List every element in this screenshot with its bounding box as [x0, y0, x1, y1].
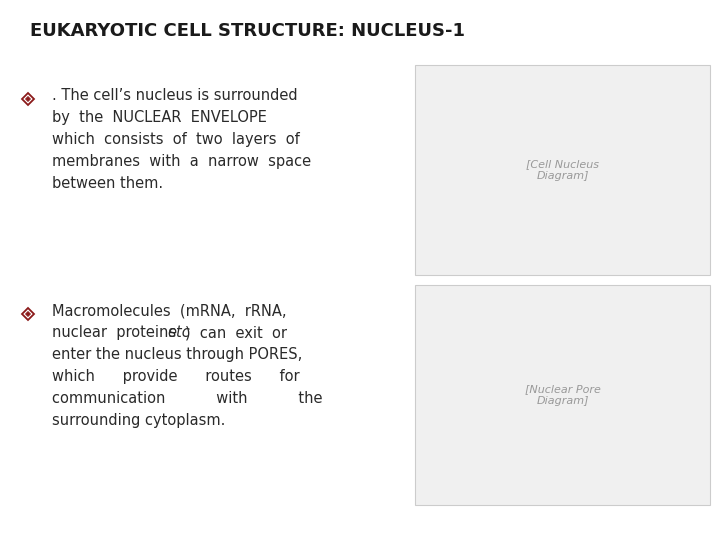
Text: between them.: between them.	[52, 176, 163, 191]
Text: EUKARYOTIC CELL STRUCTURE: NUCLEUS-1: EUKARYOTIC CELL STRUCTURE: NUCLEUS-1	[30, 22, 465, 40]
Text: )  can  exit  or: ) can exit or	[185, 325, 287, 340]
Text: by  the  NUCLEAR  ENVELOPE: by the NUCLEAR ENVELOPE	[52, 110, 267, 125]
Text: . The cell’s nucleus is surrounded: . The cell’s nucleus is surrounded	[52, 88, 297, 103]
Text: communication           with           the: communication with the	[52, 391, 323, 406]
Bar	[415, 65, 710, 275]
Bar	[415, 285, 710, 505]
Text: enter the nucleus through PORES,: enter the nucleus through PORES,	[52, 347, 302, 362]
Text: membranes  with  a  narrow  space: membranes with a narrow space	[52, 154, 311, 169]
Text: surrounding cytoplasm.: surrounding cytoplasm.	[52, 413, 225, 428]
Text: which      provide      routes      for: which provide routes for	[52, 369, 300, 384]
Text: [Cell Nucleus
Diagram]: [Cell Nucleus Diagram]	[526, 159, 599, 181]
Text: [Nuclear Pore
Diagram]: [Nuclear Pore Diagram]	[525, 384, 600, 406]
Polygon shape	[25, 312, 30, 316]
Text: etc: etc	[167, 325, 189, 340]
Text: nuclear  proteins: nuclear proteins	[52, 325, 185, 340]
Text: Macromolecules  (mRNA,  rRNA,: Macromolecules (mRNA, rRNA,	[52, 303, 287, 318]
Polygon shape	[25, 97, 30, 102]
Text: which  consists  of  two  layers  of: which consists of two layers of	[52, 132, 300, 147]
